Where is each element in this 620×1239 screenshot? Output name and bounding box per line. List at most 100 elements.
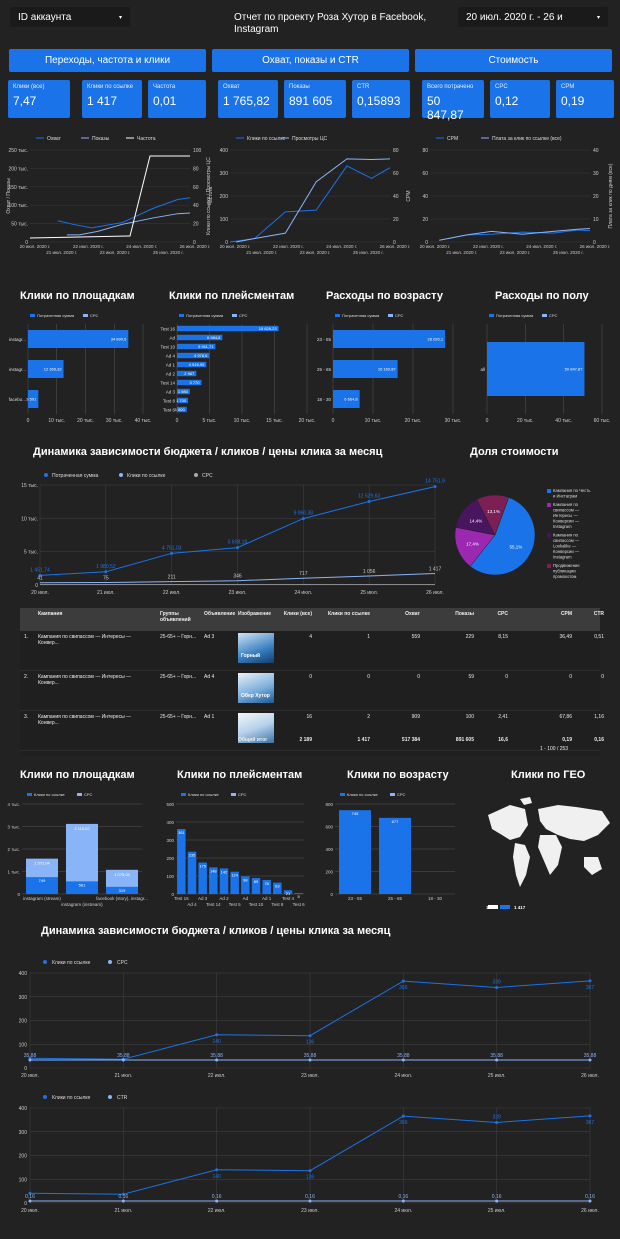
table-cell: 0 xyxy=(417,674,420,680)
x-tick-label: 40 тыс. xyxy=(135,418,152,424)
bar xyxy=(230,871,239,894)
legend-label: Потраченная сумма xyxy=(52,473,99,479)
y-tick-label: 0 xyxy=(17,892,20,897)
kpi-card: Охват 1 765,82 xyxy=(218,80,278,118)
bar-value-label: 142 xyxy=(221,869,228,874)
kpi-value: 0,19 xyxy=(561,94,585,108)
table-header-cell[interactable]: Охват xyxy=(405,611,420,617)
category-label: instagram (instream) xyxy=(61,902,103,907)
legend-label: Lookalike — xyxy=(553,544,577,549)
data-point xyxy=(588,1114,592,1118)
bar-value-label: 3 115,02 xyxy=(74,826,90,831)
category-label: 18 - 30 xyxy=(317,397,332,402)
y-tick-label: 0 xyxy=(393,240,396,246)
table-header-cell[interactable]: Показы xyxy=(455,611,474,617)
table-header-cell[interactable]: Кампания xyxy=(38,611,63,617)
kpi-value: 0,15893 xyxy=(357,94,401,108)
kpi-label: Всего потрачено xyxy=(427,84,474,90)
legend-label: Потраченная сумма xyxy=(37,313,75,318)
y-axis-label: CPM xyxy=(406,190,412,201)
table-header-cell[interactable]: Группы объявлений xyxy=(160,611,191,623)
y-tick-label: 0 xyxy=(225,240,228,246)
data-label: 366 xyxy=(399,985,408,991)
table-header-cell[interactable]: Клики по ссылке xyxy=(327,611,370,617)
category-label: Test 16 xyxy=(160,327,175,332)
table-header-cell[interactable]: Изображение xyxy=(238,611,272,617)
data-point xyxy=(121,1199,125,1203)
geo-legend-swatch xyxy=(500,905,510,909)
table-row[interactable]: 3. Кампания по свипассом — Интересы — Кон… xyxy=(20,711,604,751)
y-tick-label: 0 xyxy=(593,240,596,246)
table-header-cell[interactable]: Объявление xyxy=(204,611,236,617)
title-gender-spend: Расходы по полу xyxy=(495,290,589,302)
table-header-cell[interactable]: CPC xyxy=(497,611,508,617)
table-header-cell[interactable]: Клики (все) xyxy=(283,611,312,617)
legend-label: Кампания по xyxy=(553,502,579,507)
table-row[interactable]: 2. Кампания по свипассом — Интересы — Кон… xyxy=(20,671,604,711)
legend-label: Показы xyxy=(92,136,110,142)
legend-label: CPC xyxy=(239,313,248,318)
bar xyxy=(177,343,216,350)
data-label: 35,88 xyxy=(24,1053,37,1059)
legend-label: Кампания по Честь xyxy=(553,488,591,493)
y-tick-label: 4 тыс. xyxy=(7,802,20,807)
date-range-label: 20 июл. 2020 г. - 26 и xyxy=(466,11,563,23)
y-tick-label: 20 xyxy=(393,217,399,223)
x-tick-label: 25 июл. 2020 г. xyxy=(553,250,584,255)
kpi-value: 1 765,82 xyxy=(223,94,270,108)
data-label: 35,88 xyxy=(117,1053,130,1059)
x-tick-label: 20 тыс. xyxy=(77,418,94,424)
bar xyxy=(262,879,271,894)
x-tick-label: 22 июл. xyxy=(208,1073,226,1079)
category-label: Test 8 xyxy=(163,399,176,404)
legend-label: Кампания по xyxy=(553,533,579,538)
data-label: 12 529,63 xyxy=(358,493,380,499)
bar-value-label: 3 591 xyxy=(26,397,37,402)
total-cell: 517 384 xyxy=(401,737,420,743)
x-tick-label: 40 тыс. xyxy=(555,418,572,424)
y-tick-label: 200 xyxy=(220,194,229,200)
y-tick-label: 80 xyxy=(422,148,428,154)
y-tick-label: 80 xyxy=(393,148,399,154)
title-geo: Клики по ГЕО xyxy=(511,769,586,781)
total-cell: 0,19 xyxy=(562,737,572,743)
legend-label: Клики по ссылке xyxy=(127,473,166,479)
y-axis-label: Охват / Показы xyxy=(6,178,12,214)
data-point xyxy=(215,1199,219,1203)
legend-label: промокотом xyxy=(553,574,576,579)
y-tick-label: 400 xyxy=(325,847,333,852)
table-row[interactable]: 1. Кампания по свипассом — Интересы — Кон… xyxy=(20,631,604,671)
date-range-picker[interactable]: 20 июл. 2020 г. - 26 и ▾ xyxy=(458,7,608,27)
x-tick-label: 10 тыс. xyxy=(234,418,251,424)
table-cell: 59 xyxy=(468,674,474,680)
data-label: 367 xyxy=(586,1120,595,1126)
table-cell: Кампания по свипассом — Интересы — Конве… xyxy=(38,674,132,686)
data-label: 346 xyxy=(233,574,242,580)
table-header-cell[interactable]: CTR xyxy=(593,611,604,617)
pagination[interactable]: 1 - 100 / 253 xyxy=(540,746,569,752)
geo-map: 1 417 1 417 xyxy=(486,797,610,910)
x-tick-label: 23 июл. 2020 г. xyxy=(300,250,331,255)
data-point xyxy=(38,573,42,577)
x-tick-label: 0 xyxy=(486,418,489,424)
legend-swatch xyxy=(194,473,198,477)
legend-swatch xyxy=(547,503,551,507)
data-point xyxy=(401,1058,405,1062)
x-tick-label: 24 июл. 2020 г. xyxy=(126,244,157,249)
series-line xyxy=(39,573,436,584)
data-label: 0,16 xyxy=(212,1194,222,1200)
data-label: 9 960,38 xyxy=(294,511,314,517)
bar-value-label: 5 911,71 xyxy=(198,344,214,349)
kpi-card: Частота 0,01 xyxy=(148,80,206,118)
table-cell: 0 xyxy=(601,674,604,680)
x-tick-label: 25 июл. xyxy=(360,590,378,596)
data-label: 1 056 xyxy=(363,569,376,575)
legend-label: Потраченная сумма xyxy=(342,313,380,318)
table-cell: 559 xyxy=(411,634,420,640)
title-age-spend: Расходы по возрасту xyxy=(326,290,443,302)
y-tick-label: 40 xyxy=(193,203,199,209)
table-header-cell[interactable]: CPM xyxy=(560,611,572,617)
bar xyxy=(177,334,223,341)
bar xyxy=(379,817,411,894)
account-select[interactable]: ID аккаунта ▾ xyxy=(10,7,130,27)
